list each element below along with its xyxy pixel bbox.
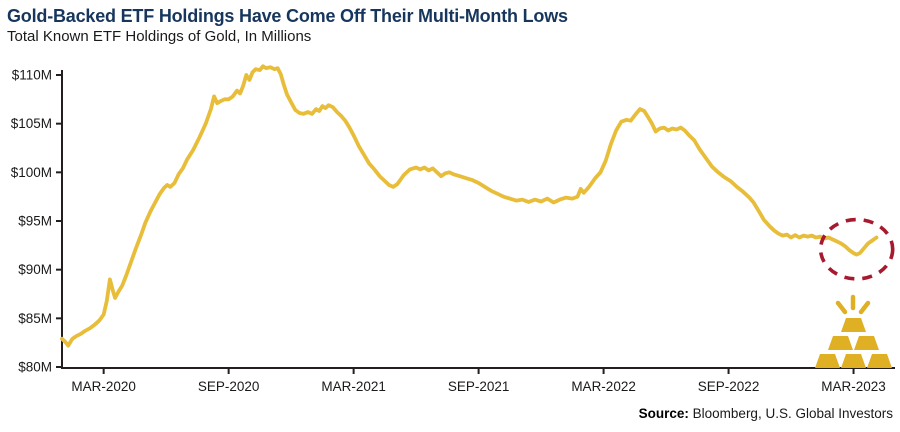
y-axis-label: $80M [18,359,52,374]
x-axis-label: MAR-2020 [71,379,136,394]
y-axis-label: $85M [18,311,52,326]
gold-bar-icon [841,318,866,332]
y-axis-label: $90M [18,262,52,277]
x-axis-label: SEP-2020 [198,379,260,394]
source-label: Source: [638,406,689,421]
source-text: Bloomberg, U.S. Global Investors [688,406,893,421]
x-axis-label: MAR-2022 [571,379,636,394]
source-attribution: Source: Bloomberg, U.S. Global Investors [639,406,893,421]
y-axis-label: $95M [18,213,52,228]
y-axis-label: $105M [11,116,52,131]
x-axis-label: MAR-2023 [821,379,886,394]
y-axis-label: $100M [11,165,52,180]
gold-bar-icon [828,336,853,350]
gold-bar-icon [815,354,840,368]
x-axis-label: SEP-2022 [698,379,760,394]
series-line-gold-holdings [60,64,879,348]
gold-etf-line-chart: $110M $105M $100M $95M $90M $85M $80M MAR-2020 S… [11,64,895,394]
gold-bar-icon [841,354,866,368]
x-axis-label: MAR-2021 [321,379,386,394]
highlight-ellipse [818,217,895,281]
page-title: Gold-Backed ETF Holdings Have Come Off T… [7,6,568,26]
gold-bar-icon [867,354,892,368]
gold-bars-ray-icon [835,300,848,315]
gold-bars-ray-icon [858,300,871,315]
chart-header: Gold-Backed ETF Holdings Have Come Off T… [7,6,568,46]
x-axis-label: SEP-2021 [448,379,510,394]
y-axis-label: $110M [12,68,52,83]
page-subtitle: Total Known ETF Holdings of Gold, In Mil… [7,28,312,45]
gold-bar-icon [854,336,879,350]
